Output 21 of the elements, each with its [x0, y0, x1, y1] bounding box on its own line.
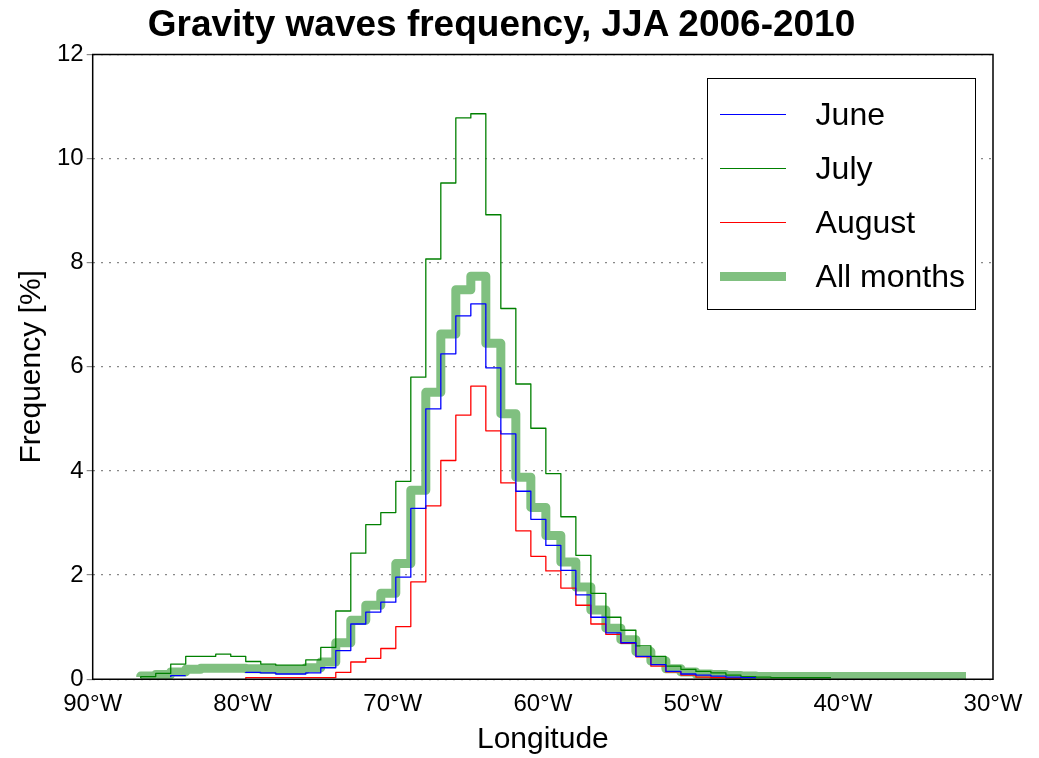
y-axis-title: Frequency [%] — [13, 270, 47, 464]
x-tick-label: 70°W — [363, 689, 423, 717]
y-tick-label: 6 — [70, 351, 84, 379]
x-tick-label: 60°W — [513, 689, 573, 717]
legend-label: August — [815, 203, 916, 241]
x-tick-label: 80°W — [213, 689, 273, 717]
y-tick-label: 0 — [70, 663, 84, 691]
x-axis-title: Longitude — [476, 721, 609, 755]
legend-label: July — [815, 149, 873, 187]
x-tick-label: 40°W — [813, 689, 873, 717]
y-tick-label: 10 — [56, 143, 84, 171]
chart-title: Gravity waves frequency, JJA 2006-2010 — [147, 3, 856, 45]
legend-label: June — [815, 95, 885, 133]
y-tick-label: 2 — [70, 559, 84, 587]
x-tick-label: 30°W — [963, 689, 1023, 717]
legend-label: All months — [815, 257, 965, 295]
y-tick-label: 4 — [70, 455, 84, 483]
x-tick-label: 90°W — [63, 689, 123, 717]
y-tick-label: 12 — [56, 39, 84, 67]
x-tick-label: 50°W — [663, 689, 723, 717]
y-tick-label: 8 — [70, 247, 84, 275]
